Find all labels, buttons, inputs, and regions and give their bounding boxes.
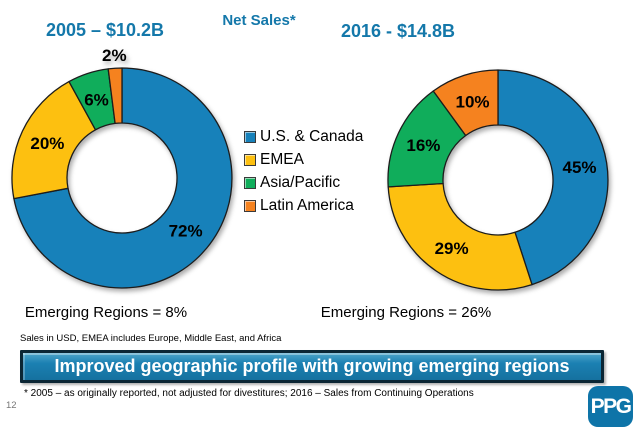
slice-label: 2%	[102, 46, 127, 65]
donut-slice-latin-america	[432, 69, 499, 137]
donut-slice-u-s-canada	[13, 67, 233, 289]
donut-chart-2005: 72% 20% 6% 2%	[11, 46, 233, 289]
legend: U.S. & Canada EMEA Asia/Pacific Latin Ameri…	[244, 125, 363, 217]
slice-label: 45%	[562, 158, 596, 177]
ppg-logo: PPG	[588, 386, 633, 427]
legend-color-swatch	[244, 153, 256, 166]
net-sales-title: Net Sales*	[222, 12, 296, 29]
slice-label: 16%	[406, 136, 440, 155]
slice-label: 6%	[84, 91, 109, 110]
legend-item-label: EMEA	[260, 150, 304, 168]
slice-label: 20%	[30, 134, 64, 153]
emerging-regions-2016: Emerging Regions = 26%	[320, 304, 492, 321]
legend-color-swatch	[244, 176, 256, 189]
donut-slice-latin-america	[107, 67, 123, 125]
legend-color-swatch	[244, 130, 256, 143]
sales-note: Sales in USD, EMEA includes Europe, Midd…	[20, 333, 282, 344]
legend-item: EMEA	[244, 148, 363, 171]
donut-chart-2016: 45% 29% 16% 10%	[387, 69, 609, 291]
footnote: * 2005 – as originally reported, not adj…	[24, 388, 474, 399]
legend-item-label: Latin America	[260, 196, 354, 214]
page-number: 12	[6, 400, 17, 411]
legend-item: Asia/Pacific	[244, 171, 363, 194]
legend-item-label: Asia/Pacific	[260, 173, 341, 191]
slice-label: 10%	[455, 93, 489, 112]
donut-slice-u-s-canada	[497, 69, 609, 286]
legend-item-label: U.S. & Canada	[260, 127, 364, 145]
legend-item: Latin America	[244, 194, 363, 217]
donut-slice-emea	[387, 182, 533, 291]
banner: Improved geographic profile with growing…	[20, 350, 604, 383]
right-chart-title: 2016 - $14.8B	[340, 21, 456, 41]
slice-label: 72%	[169, 222, 203, 241]
legend-color-swatch	[244, 199, 256, 212]
slice-label: 29%	[435, 239, 469, 258]
legend-item: U.S. & Canada	[244, 125, 363, 148]
emerging-regions-2005: Emerging Regions = 8%	[24, 304, 188, 321]
left-chart-title: 2005 – $10.2B	[45, 20, 165, 40]
